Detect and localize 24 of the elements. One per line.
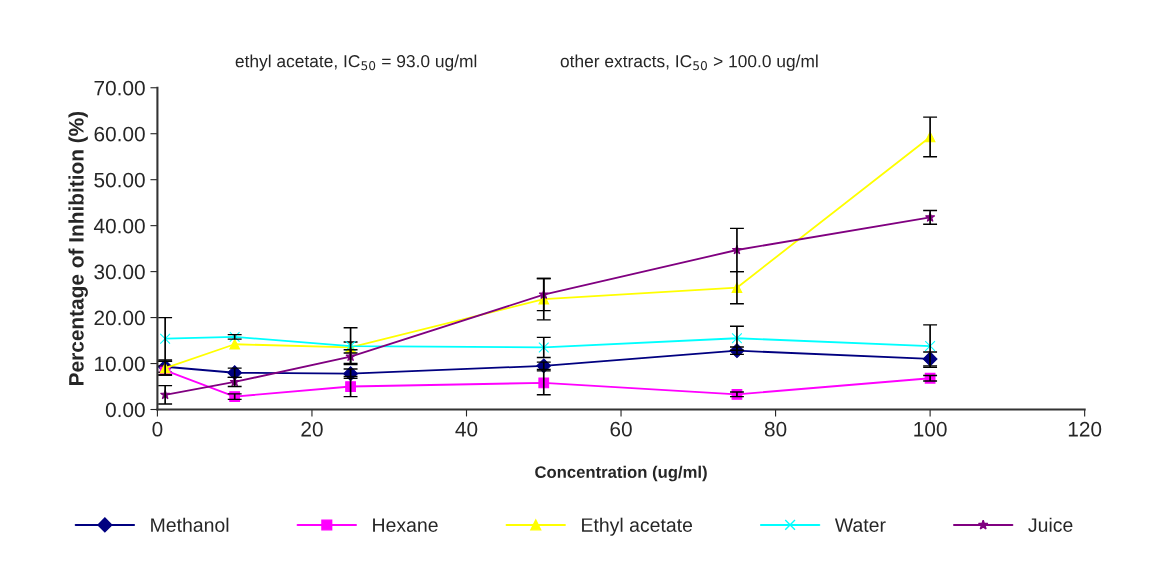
legend-label: Hexane (373, 518, 438, 532)
text: other extracts, IC$_{50}$ > 100.0 ug/ml (560, 54, 818, 71)
x-tick-label: 60 (610, 421, 632, 437)
y-tick-label: 20.00 (94, 310, 145, 326)
y-tick-label: 60.00 (94, 126, 145, 142)
y-axis-title: Percentage of Inhibition (%) (68, 111, 88, 385)
x-axis-title: Concentration (ug/ml) (535, 465, 707, 482)
y-tick-label: 50.00 (94, 172, 145, 188)
x-tick-label: 100 (914, 421, 947, 437)
x-tick-label: 0 (152, 421, 163, 437)
legend-label: Water (834, 518, 886, 532)
x-tick-label: 80 (764, 421, 787, 437)
y-tick-label: 40.00 (93, 218, 145, 234)
x-tick-label: 20 (301, 421, 323, 437)
y-tick-label: 10.00 (95, 356, 145, 372)
y-tick-label: 70.00 (94, 80, 145, 96)
y-tick-label: 0.00 (105, 402, 145, 418)
legend-label: Juice (1028, 517, 1073, 532)
x-tick-label: 40 (455, 421, 478, 437)
legend-label: Methanol (151, 517, 229, 532)
x-tick-label: 120 (1068, 421, 1102, 437)
legend-label: Ethyl acetate (582, 517, 693, 536)
y-tick-label: 30.00 (94, 264, 145, 280)
text: ethyl acetate, IC$_{50}$ = 93.0 ug/ml (235, 54, 477, 71)
